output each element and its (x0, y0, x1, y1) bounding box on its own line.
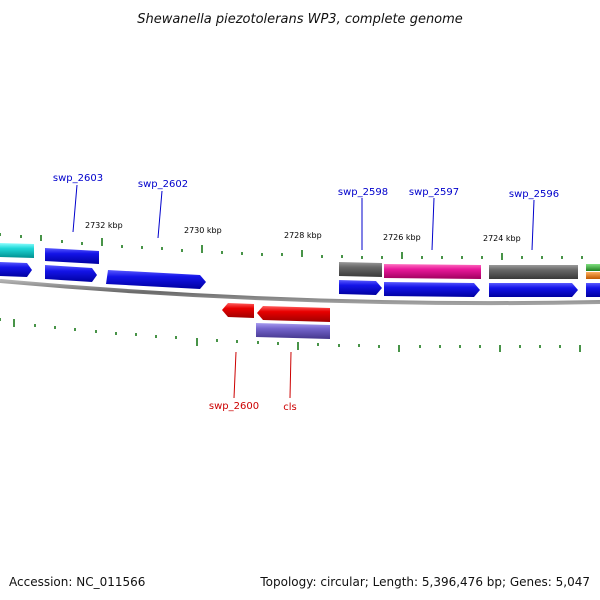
gene-arrow-edge[interactable] (586, 283, 600, 297)
scale-label-2724: 2724 kbp (483, 234, 521, 243)
scale-label-2728: 2728 kbp (284, 231, 322, 240)
gene-orange[interactable] (586, 272, 600, 279)
gene-swp-2596-feature[interactable] (489, 265, 578, 279)
gene-label-swp-2600[interactable]: swp_2600 (209, 401, 259, 412)
genome-info-text: Topology: circular; Length: 5,396,476 bp… (259, 575, 590, 589)
gene-purple-feature[interactable] (256, 323, 330, 339)
scale-ticks-upper (0, 233, 583, 260)
gene-swp-2598-feature[interactable] (339, 262, 382, 277)
gene-arrow-swp-2603[interactable] (45, 265, 97, 282)
scale-label-2726: 2726 kbp (383, 233, 421, 242)
label-leaders-top (72, 184, 535, 251)
gene-arrow-swp-2602[interactable] (106, 270, 206, 289)
gene-label-cls[interactable]: cls (283, 402, 297, 413)
scale-ticks-lower (0, 318, 581, 352)
scale-label-2730: 2730 kbp (184, 226, 222, 235)
gene-green[interactable] (586, 264, 600, 271)
gene-label-swp-2597[interactable]: swp_2597 (409, 187, 459, 198)
genome-title: Shewanella piezotolerans WP3, complete g… (137, 12, 463, 27)
gene-cyan[interactable] (0, 243, 34, 258)
gene-swp-2597-feature[interactable] (384, 264, 481, 279)
genome-backbone (0, 279, 600, 306)
gene-arrow-swp-2598[interactable] (339, 280, 382, 295)
reverse-strand-track (222, 303, 330, 322)
forward-strand-track (0, 262, 600, 297)
gene-arrow-swp-2600[interactable] (222, 303, 254, 318)
gene-arrow-swp-2596[interactable] (489, 283, 578, 297)
gene-arrow-swp-2597[interactable] (384, 282, 480, 297)
gene-label-swp-2602[interactable]: swp_2602 (138, 179, 188, 190)
gene-label-swp-2598[interactable]: swp_2598 (338, 187, 388, 198)
label-leaders-bottom (233, 351, 292, 399)
scale-label-2732: 2732 kbp (85, 221, 123, 230)
gene-arrow-1[interactable] (0, 262, 32, 277)
gene-arrow-cls[interactable] (257, 306, 330, 322)
gene-label-swp-2603[interactable]: swp_2603 (53, 173, 103, 184)
accession-text: Accession: NC_011566 (9, 575, 145, 589)
gene-label-swp-2596[interactable]: swp_2596 (509, 189, 559, 200)
gene-swp-2603-feature[interactable] (45, 248, 99, 264)
feature-track-upper (0, 243, 600, 279)
